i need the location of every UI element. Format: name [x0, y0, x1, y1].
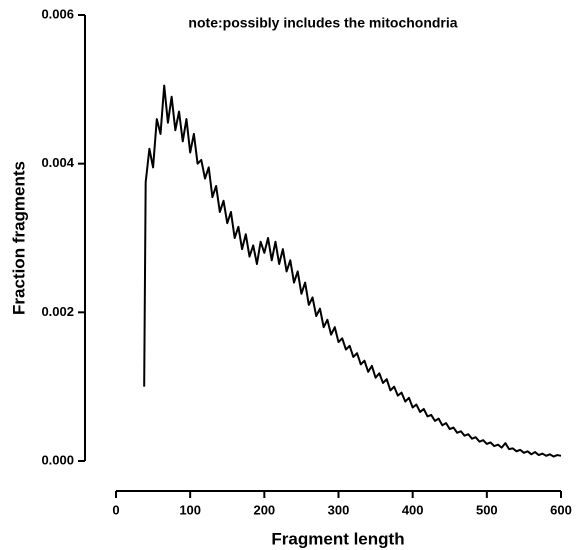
y-tick-label: 0.000 [41, 452, 74, 467]
x-tick-label: 400 [402, 502, 424, 517]
data-line [143, 84, 562, 458]
y-tick-label: 0.002 [41, 304, 74, 319]
annotation: note:possibly includes the mitochondria [188, 15, 457, 31]
x-tick-label: 200 [253, 502, 275, 517]
x-tick-label: 0 [112, 502, 119, 517]
y-axis-label: Fraction fragments [9, 161, 28, 315]
x-tick-label: 100 [179, 502, 201, 517]
y-tick-label: 0.004 [41, 155, 74, 170]
x-tick-label: 300 [328, 502, 350, 517]
x-tick-label: 600 [550, 502, 572, 517]
x-tick-label: 500 [476, 502, 498, 517]
y-tick-label: 0.006 [41, 6, 74, 21]
x-axis-label: Fragment length [271, 529, 404, 548]
